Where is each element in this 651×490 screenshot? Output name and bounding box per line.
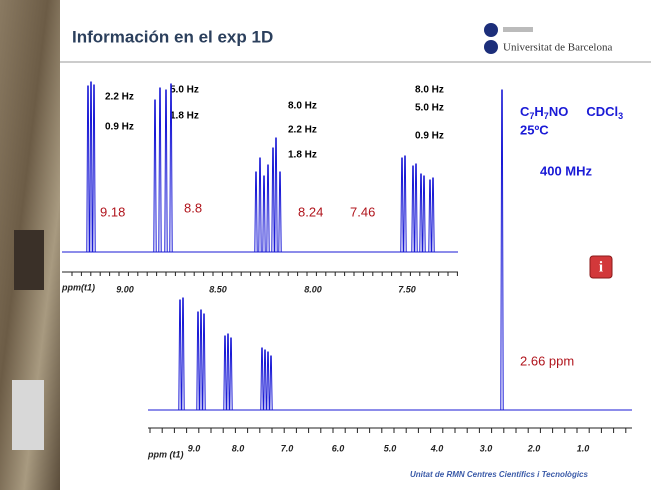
logo-text: Universitat de Barcelona <box>503 42 612 54</box>
tick-label: 9.0 <box>188 443 201 453</box>
tick-label: 3.0 <box>480 443 493 453</box>
temperature: 25ºC <box>520 122 549 137</box>
field: 400 MHz <box>540 163 593 178</box>
logo-mark <box>503 27 533 32</box>
background <box>0 0 651 490</box>
shift-label: 8.8 <box>184 200 202 215</box>
logo-icon <box>484 23 498 37</box>
tick-label: 6.0 <box>332 443 345 453</box>
coupling-label: 8.0 Hz <box>415 85 444 96</box>
tick-label: 7.50 <box>398 284 416 294</box>
slide: Información en el exp 1D Universitat de … <box>0 0 651 490</box>
coupling-label: 2.2 Hz <box>288 125 317 136</box>
tick-label: 8.50 <box>209 284 227 294</box>
coupling-label: 1.8 Hz <box>170 111 199 122</box>
shift-label: 9.18 <box>100 204 125 219</box>
coupling-label: 5.0 Hz <box>415 103 444 114</box>
tick-label: 8.00 <box>304 284 322 294</box>
tick-label: 4.0 <box>430 443 444 453</box>
shift-label: 8.24 <box>298 204 323 219</box>
coupling-label: 0.9 Hz <box>415 131 444 142</box>
instrument <box>12 380 44 450</box>
tick-label: 1.0 <box>577 443 590 453</box>
peak-label: 2.66 ppm <box>520 353 574 368</box>
tick-label: 2.0 <box>527 443 541 453</box>
axis-label: ppm (t1) <box>147 449 184 459</box>
tick-label: 5.0 <box>384 443 397 453</box>
slide-title: Información en el exp 1D <box>72 27 273 46</box>
coupling-label: 1.8 Hz <box>288 150 317 161</box>
axis-label: ppm(t1) <box>61 282 95 292</box>
window <box>14 230 44 290</box>
coupling-label: 0.9 Hz <box>105 122 134 133</box>
footer: Unitat de RMN Centres Científics i Tecno… <box>410 470 589 479</box>
logo-icon <box>484 40 498 54</box>
coupling-label: 8.0 Hz <box>288 101 317 112</box>
tick-label: 9.00 <box>116 284 134 294</box>
shift-label: 7.46 <box>350 204 375 219</box>
info-icon[interactable]: i <box>599 259 603 275</box>
coupling-label: 2.2 Hz <box>105 92 134 103</box>
coupling-label: 5.0 Hz <box>170 85 199 96</box>
tick-label: 8.0 <box>232 443 245 453</box>
tick-label: 7.0 <box>281 443 294 453</box>
